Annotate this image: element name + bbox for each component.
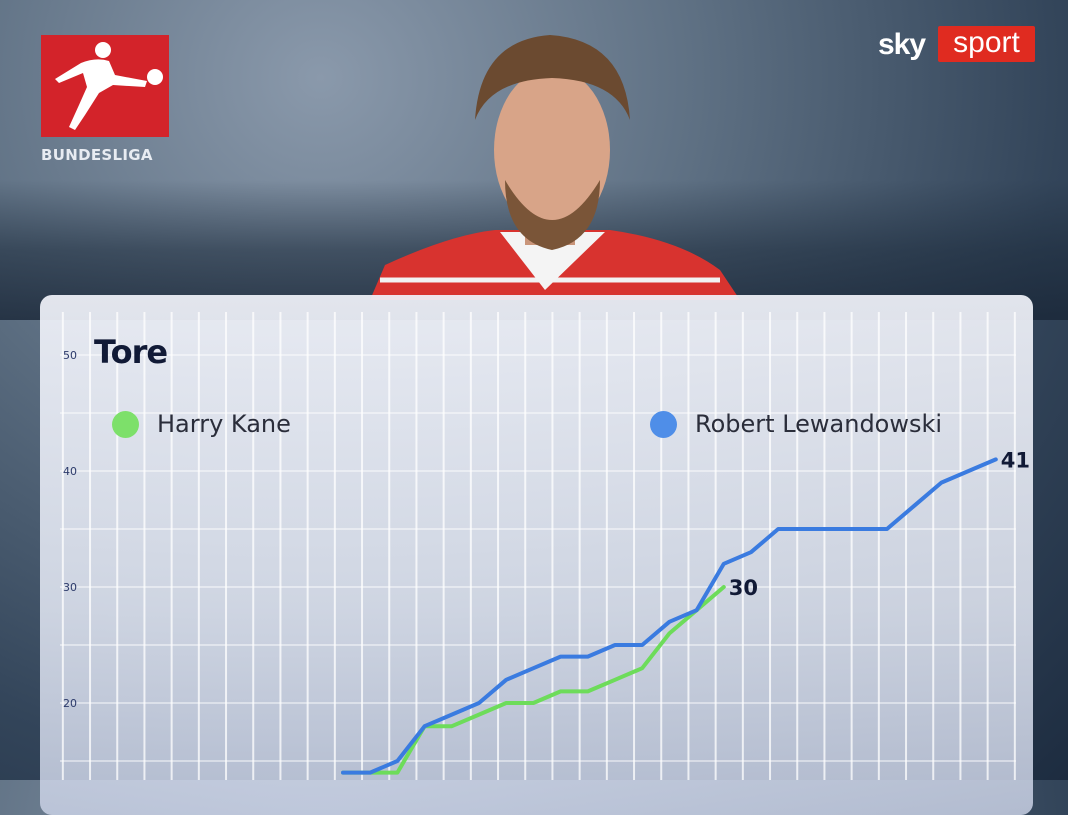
legend-dot-green-icon [112, 411, 139, 438]
legend-item-kane: Harry Kane [112, 410, 291, 438]
legend-label: Robert Lewandowski [695, 410, 942, 438]
y-tick-label: 40 [63, 465, 77, 478]
end-value-label: 30 [729, 576, 758, 600]
legend-label: Harry Kane [157, 410, 291, 438]
y-tick-label: 30 [63, 581, 77, 594]
end-value-label: 41 [1001, 448, 1030, 472]
series-line-kane [343, 587, 724, 773]
chart-title: Tore [94, 333, 167, 371]
legend-item-lewandowski: Robert Lewandowski [650, 410, 942, 438]
y-tick-label: 20 [63, 697, 77, 710]
legend-dot-blue-icon [650, 411, 677, 438]
goals-chart: 20 30 40 50 30 41 [0, 0, 1068, 780]
y-tick-label: 50 [63, 349, 77, 362]
